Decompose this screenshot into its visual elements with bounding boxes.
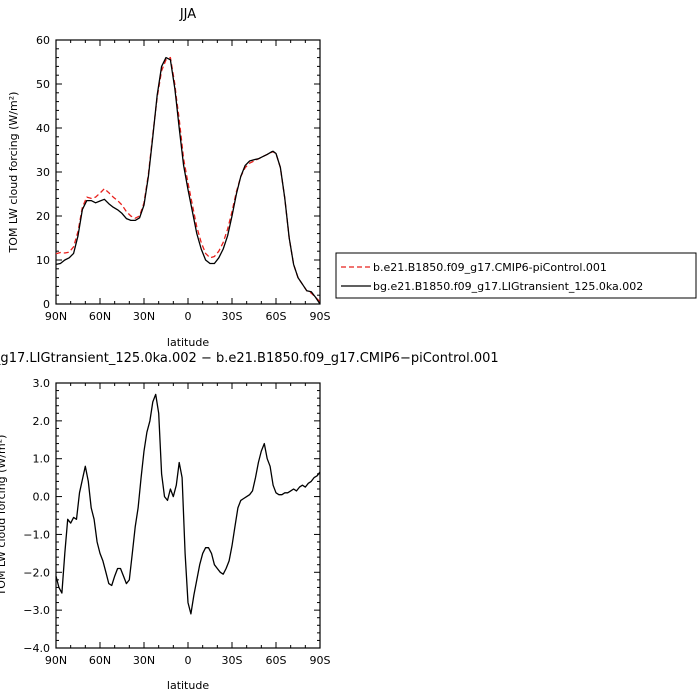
lower-panel-y-axis-label: TOM LW cloud forcing (W/m²) [0,435,8,597]
upper-x-tick-label: 60N [89,310,111,323]
upper-y-tick-label: 0 [43,298,50,311]
lower-x-tick-label: 0 [185,654,192,667]
upper-y-tick-label: 30 [36,166,50,179]
legend: b.e21.B1850.f09_g17.CMIP6-piControl.001 … [335,252,697,299]
upper-x-tick-label: 60S [266,310,287,323]
lower-panel-x-axis-label: latitude [167,679,209,692]
lower-y-tick-label: 1.0 [33,453,51,466]
upper-panel-title: JJA [179,7,196,22]
legend-label-transient: bg.e21.B1850.f09_g17.LIGtransient_125.0k… [373,280,643,293]
upper-x-tick-label: 90S [310,310,331,323]
lower-x-tick-label: 60N [89,654,111,667]
upper-y-tick-label: 10 [36,254,50,267]
upper-x-tick-label: 30S [222,310,243,323]
lower-y-tick-label: −1.0 [23,528,50,541]
lower-panel-title: bg.e21.B1850.f09_g17.LIGtransient_125.0k… [0,351,499,366]
lower-plot-frame [55,382,321,649]
upper-series-line-1 [55,56,321,303]
upper-series-line-2 [55,56,321,305]
lower-y-tick-label: 3.0 [33,377,51,390]
upper-x-tick-label: 30N [133,310,155,323]
lower-x-tick-label: 90N [45,654,67,667]
upper-y-tick-label: 50 [36,78,50,91]
lower-y-tick-label: 2.0 [33,415,51,428]
upper-y-tick-label: 40 [36,122,50,135]
upper-x-tick-label: 0 [185,310,192,323]
lower-x-tick-label: 90S [310,654,331,667]
upper-y-tick-label: 20 [36,210,50,223]
upper-panel: JJA TOM LW cloud forcing (W/m²) latitude… [7,7,331,349]
lower-x-tick-label: 30S [222,654,243,667]
lower-y-tick-label: −2.0 [23,566,50,579]
legend-box [335,252,697,299]
lower-y-tick-label: −4.0 [23,642,50,655]
lower-series-line-1 [55,393,321,615]
lower-y-tick-label: 0.0 [33,491,51,504]
upper-panel-y-axis-label: TOM LW cloud forcing (W/m²) [7,92,20,254]
legend-label-control: b.e21.B1850.f09_g17.CMIP6-piControl.001 [373,261,607,274]
lower-x-tick-label: 60S [266,654,287,667]
upper-y-tick-label: 60 [36,34,50,47]
lower-y-tick-label: −3.0 [23,604,50,617]
lower-x-tick-label: 30N [133,654,155,667]
upper-panel-x-axis-label: latitude [167,336,209,349]
lower-panel: bg.e21.B1850.f09_g17.LIGtransient_125.0k… [0,351,499,692]
upper-x-tick-label: 90N [45,310,67,323]
